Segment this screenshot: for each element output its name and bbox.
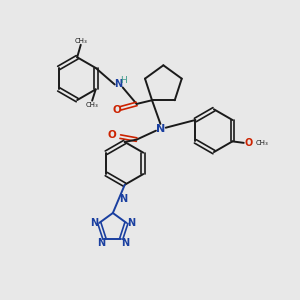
Text: N: N: [115, 79, 123, 88]
Text: N: N: [119, 194, 127, 204]
Text: N: N: [156, 124, 165, 134]
Text: N: N: [121, 238, 129, 248]
Text: O: O: [244, 138, 253, 148]
Text: CH₃: CH₃: [75, 38, 87, 44]
Text: CH₃: CH₃: [85, 102, 98, 108]
Text: O: O: [108, 130, 117, 140]
Text: N: N: [128, 218, 136, 228]
Text: CH₃: CH₃: [256, 140, 268, 146]
Text: O: O: [112, 105, 121, 115]
Text: N: N: [90, 218, 98, 228]
Text: H: H: [120, 76, 127, 85]
Text: N: N: [97, 238, 105, 248]
